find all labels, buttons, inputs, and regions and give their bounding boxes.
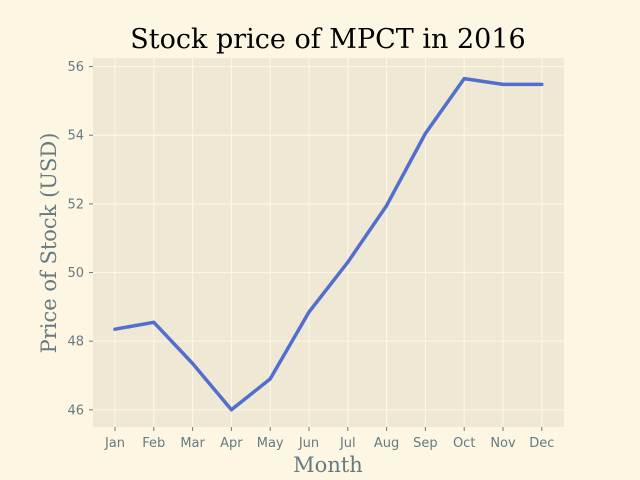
- y-tick-label: 50: [67, 266, 84, 281]
- grid: [93, 58, 564, 427]
- y-tick-label: 52: [67, 197, 84, 212]
- y-tick-label: 54: [67, 129, 84, 144]
- x-tick-label: Oct: [453, 436, 475, 451]
- series-line: [113, 76, 544, 412]
- plot-area: [93, 58, 564, 427]
- x-tick-label: Apr: [220, 436, 243, 451]
- x-tick-label: Dec: [529, 436, 554, 451]
- x-tick-label: Feb: [142, 436, 165, 451]
- x-tick-label: Sep: [413, 436, 438, 451]
- x-tick-label: Jun: [298, 436, 319, 451]
- x-tick-label: Jan: [104, 436, 125, 451]
- x-tick-label: May: [257, 436, 284, 451]
- y-tick-label: 56: [67, 60, 84, 75]
- x-tick-label: Mar: [180, 436, 205, 451]
- y-axis-label: Price of Stock (USD): [37, 133, 61, 354]
- y-tick-label: 48: [67, 335, 84, 350]
- y-tick-label: 46: [67, 403, 84, 418]
- x-tick-label: Aug: [374, 436, 399, 451]
- chart-title: Stock price of MPCT in 2016: [130, 24, 525, 55]
- y-axis-ticks: 46 48 50 52 54 56: [67, 60, 93, 418]
- x-tick-label: Nov: [490, 436, 516, 451]
- x-axis-label: Month: [293, 453, 363, 477]
- x-axis-ticks: Jan Feb Mar Apr May Jun Jul Aug Sep Oct Nov Dec: [104, 427, 554, 451]
- series-layer: [113, 76, 544, 412]
- x-tick-label: Jul: [339, 436, 356, 451]
